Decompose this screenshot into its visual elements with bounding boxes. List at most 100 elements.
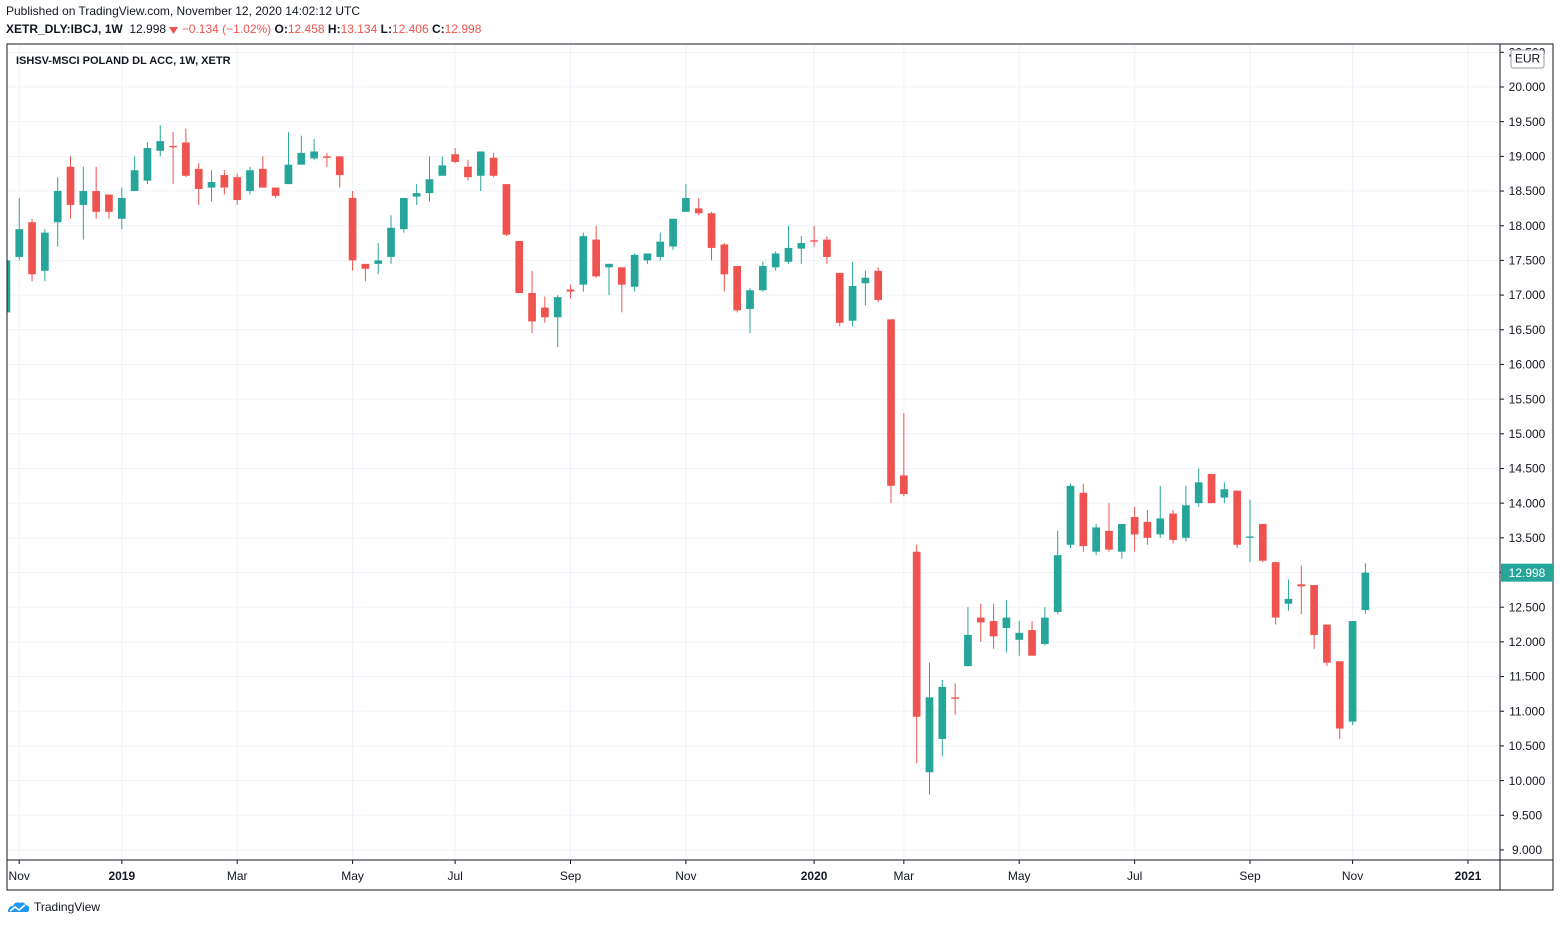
candle-body: [733, 265, 742, 311]
candle-body: [1156, 518, 1165, 535]
chart-title: ISHSV-MSCI POLAND DL ACC, 1W, XETR: [16, 55, 231, 67]
candle-body: [605, 263, 613, 268]
candle-body: [746, 290, 754, 309]
candle-body: [400, 197, 408, 230]
candle-body: [130, 170, 139, 192]
candle-body: [28, 222, 36, 275]
down-arrow: [169, 26, 179, 34]
low-label: L:: [380, 22, 392, 36]
candle-body: [1361, 572, 1370, 611]
x-tick-label: Nov: [1342, 869, 1363, 883]
candle-body: [143, 148, 152, 181]
candle-body: [1066, 485, 1075, 545]
x-tick-label: Sep: [1239, 869, 1261, 883]
candle-body: [66, 166, 75, 205]
x-tick-label: 2019: [108, 869, 135, 883]
y-tick-label: 13.500: [1509, 531, 1546, 545]
y-tick-label: 18.500: [1509, 184, 1546, 198]
candles: [7, 125, 1370, 795]
candle-body: [758, 265, 767, 291]
candle-body: [707, 213, 716, 248]
candle-body: [694, 208, 703, 214]
y-tick-label: 14.000: [1509, 496, 1546, 510]
candle-body: [284, 164, 293, 185]
x-tick-label: May: [341, 869, 364, 883]
last-price-tag: [1501, 563, 1553, 582]
candle-body: [117, 197, 126, 219]
candle-body: [425, 179, 434, 194]
candle-body: [438, 165, 447, 176]
candle-body: [656, 241, 665, 257]
x-tick-label: Mar: [894, 869, 915, 883]
candle-body: [1297, 584, 1306, 587]
candle-body: [1002, 617, 1011, 628]
y-tick-label: 18.000: [1509, 219, 1546, 233]
x-tick-label: Mar: [227, 869, 248, 883]
candle-body: [169, 145, 177, 148]
candle-body: [297, 152, 306, 165]
y-tick-label: 9.500: [1512, 808, 1542, 822]
candle-body: [553, 297, 562, 318]
y-tick-label: 16.000: [1509, 358, 1546, 372]
candle-body: [323, 156, 331, 158]
candle-body: [912, 551, 921, 717]
candle-body: [887, 319, 895, 486]
candle-body: [220, 175, 229, 188]
candle-body: [1117, 523, 1126, 552]
candle-body: [1284, 598, 1293, 604]
y-tick-label: 11.500: [1509, 670, 1545, 684]
currency: EUR: [1515, 52, 1541, 66]
candle-body: [1348, 621, 1357, 722]
candle-body: [41, 232, 49, 271]
y-tick-label: 16.500: [1509, 323, 1546, 337]
candle-body: [835, 272, 844, 323]
candle-body: [1092, 527, 1100, 552]
candle-body: [348, 197, 357, 261]
x-tick-label: May: [1008, 869, 1031, 883]
chart: 9.000 9.500 10.000 10.500 11.000 11.500 12.000…: [6, 43, 1554, 891]
candle-body: [797, 243, 806, 249]
candle-body: [810, 240, 818, 242]
candle-body: [387, 227, 395, 257]
price-tag: 12.998: [1501, 563, 1553, 582]
candle-body: [848, 286, 857, 321]
candle-body: [874, 270, 883, 300]
candle-body: [720, 244, 729, 275]
candle-body: [771, 253, 780, 268]
last-price: 12.998: [129, 22, 167, 36]
brand-name: TradingView: [34, 900, 101, 914]
candle-body: [976, 617, 985, 623]
candle-body: [7, 260, 11, 313]
candle-body: [541, 307, 549, 318]
candle-body: [79, 191, 88, 205]
candle-body: [1079, 492, 1088, 547]
candle-body: [1053, 555, 1062, 613]
symbol-header: XETR_DLY:IBCJ, 1W 12.998 −0.134 (−1.02%)…: [6, 22, 481, 36]
candle-body: [271, 187, 280, 196]
x-tick-label: Nov: [675, 869, 696, 883]
candle-body: [310, 151, 318, 159]
candle-body: [1207, 474, 1216, 504]
candle-body: [156, 141, 165, 151]
x-tick-label: Sep: [560, 869, 582, 883]
y-tick-label: 10.500: [1509, 739, 1546, 753]
candle-body: [951, 697, 959, 699]
x-tick-label: 2020: [801, 869, 828, 883]
candle-body: [233, 177, 242, 201]
published-note: Published on TradingView.com, November 1…: [6, 4, 360, 18]
candle-body: [15, 229, 24, 257]
candle-body: [1246, 536, 1254, 538]
open-value: 12.458: [287, 22, 325, 36]
candle-body: [1028, 630, 1036, 656]
candle-body: [528, 292, 536, 322]
candle-body: [1220, 489, 1229, 498]
candle-body: [938, 686, 947, 739]
candle-body: [964, 634, 972, 667]
y-tick-label: 17.000: [1509, 288, 1546, 302]
candle-body: [1335, 661, 1344, 729]
candle-body: [1182, 505, 1190, 538]
y-tick-label: 17.500: [1509, 254, 1546, 268]
y-tick-label: 15.500: [1509, 392, 1546, 406]
candle-body: [374, 260, 383, 264]
